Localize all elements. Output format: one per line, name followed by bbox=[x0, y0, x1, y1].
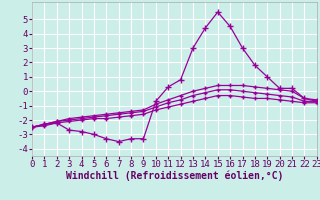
X-axis label: Windchill (Refroidissement éolien,°C): Windchill (Refroidissement éolien,°C) bbox=[66, 171, 283, 181]
